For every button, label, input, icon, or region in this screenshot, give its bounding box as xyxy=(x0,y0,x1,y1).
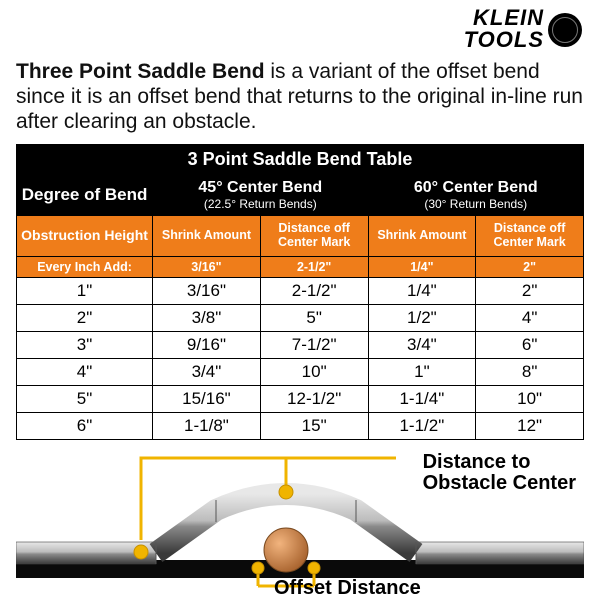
table-row: 5"15/16"12-1/2"1-1/4"10" xyxy=(17,385,584,412)
group-45: 45° Center Bend (22.5° Return Bends) xyxy=(153,175,368,216)
table-row: 4"3/4"10"1"8" xyxy=(17,358,584,385)
brand-line2: TOOLS xyxy=(464,30,544,51)
col-shrink-60: Shrink Amount xyxy=(368,216,476,257)
col-shrink-45: Shrink Amount xyxy=(153,216,261,257)
degree-of-bend-head: Degree of Bend xyxy=(17,175,153,216)
obstacle-icon xyxy=(264,528,308,572)
saddle-bend-diagram: Distance toObstacle Center Offset Distan… xyxy=(16,448,584,598)
col-dist-45: Distance off Center Mark xyxy=(260,216,368,257)
table-row: 6"1-1/8"15"1-1/2"12" xyxy=(17,412,584,439)
label-distance: Distance toObstacle Center xyxy=(423,452,576,494)
table-group-row: Degree of Bend 45° Center Bend (22.5° Re… xyxy=(17,175,584,216)
table-row: 1"3/16"2-1/2"1/4"2" xyxy=(17,277,584,304)
table-row: 3"9/16"7-1/2"3/4"6" xyxy=(17,331,584,358)
col-dist-60: Distance off Center Mark xyxy=(476,216,584,257)
brand-logo: KLEIN TOOLS xyxy=(464,8,582,52)
label-offset: Offset Distance xyxy=(274,577,421,600)
every-inch-row: Every Inch Add: 3/16" 2-1/2" 1/4" 2" xyxy=(17,256,584,277)
table-row: 2"3/8"5"1/2"4" xyxy=(17,304,584,331)
table-title: 3 Point Saddle Bend Table xyxy=(17,145,584,175)
saddle-bend-table: 3 Point Saddle Bend Table Degree of Bend… xyxy=(16,144,584,440)
brand-badge-icon xyxy=(548,13,582,47)
col-obstruction: Obstruction Height xyxy=(17,216,153,257)
group-60: 60° Center Bend (30° Return Bends) xyxy=(368,175,583,216)
brand-line1: KLEIN xyxy=(473,8,544,29)
page-heading: Three Point Saddle Bend is a variant of … xyxy=(16,60,584,134)
pipe-right xyxy=(416,542,584,564)
table-title-row: 3 Point Saddle Bend Table xyxy=(17,145,584,175)
heading-bold: Three Point Saddle Bend xyxy=(16,60,265,83)
table-column-heads: Obstruction Height Shrink Amount Distanc… xyxy=(17,216,584,257)
